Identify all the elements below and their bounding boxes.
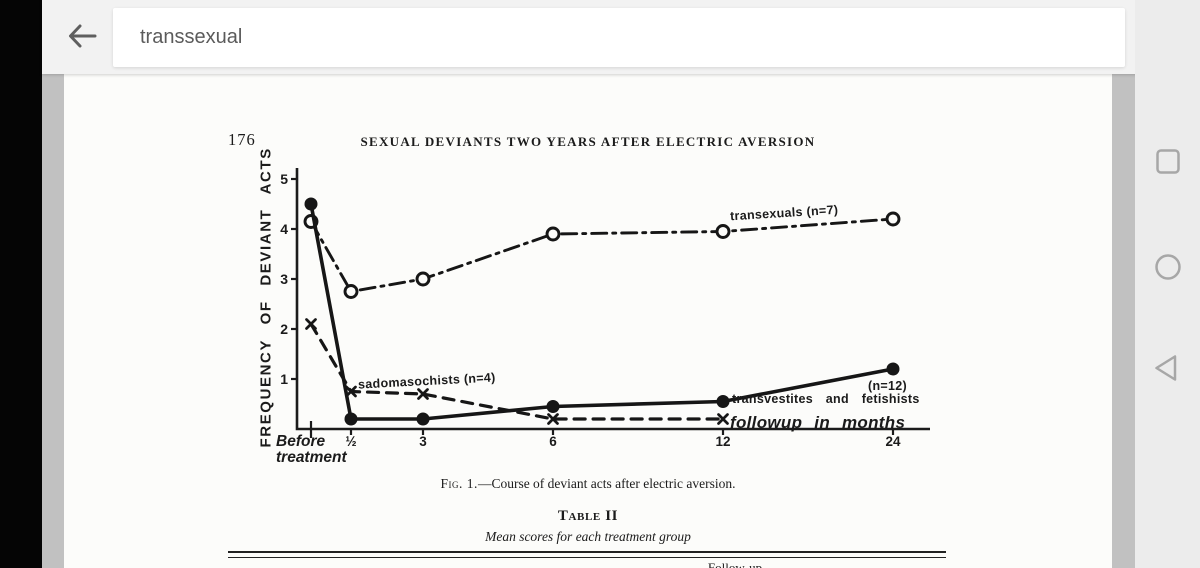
- svg-text:24: 24: [885, 434, 901, 449]
- svg-text:treatment: treatment: [276, 449, 347, 466]
- svg-text:Before: Before: [276, 433, 325, 450]
- back-arrow-icon: [64, 24, 100, 56]
- search-input[interactable]: [113, 8, 1125, 67]
- series-transexuals: [303, 211, 901, 299]
- svg-text:2: 2: [280, 321, 288, 337]
- table-label: Table II: [557, 508, 619, 524]
- figure-caption-text: —Course of deviant acts after electric a…: [477, 476, 736, 491]
- home-circle-icon: [1135, 252, 1200, 282]
- x-axis-annotation: followup in months: [730, 413, 906, 432]
- home-button[interactable]: [1135, 237, 1200, 297]
- letterbox-left: [0, 0, 42, 568]
- table-top-rule: [228, 551, 946, 558]
- android-navbar: [1135, 0, 1200, 568]
- table-subtitle: Mean scores for each treatment group: [485, 529, 691, 544]
- svg-text:12: 12: [715, 434, 730, 449]
- svg-text:½: ½: [345, 434, 356, 449]
- page-number: 176: [228, 130, 256, 149]
- search-box: [113, 8, 1125, 67]
- back-nav-button[interactable]: [1135, 338, 1200, 398]
- recents-square-icon: [1135, 147, 1200, 177]
- svg-text:1: 1: [280, 371, 288, 387]
- figure-caption: Fig. 1.—Course of deviant acts after ele…: [64, 476, 1112, 492]
- svg-text:4: 4: [280, 221, 288, 237]
- recents-button[interactable]: [1135, 132, 1200, 192]
- table-column-header-partial: Follow-up: [707, 560, 763, 568]
- series-transvestites-and-fetishists: [304, 197, 900, 426]
- back-triangle-icon: [1135, 353, 1200, 383]
- label-transvestites-series: transvestites and fetishists: [732, 392, 920, 406]
- series-sadomasochists: [305, 318, 729, 425]
- svg-text:3: 3: [419, 434, 427, 449]
- svg-text:3: 3: [280, 271, 288, 287]
- svg-text:6: 6: [549, 434, 557, 449]
- document-viewer[interactable]: 176 SEXUAL DEVIANTS TWO YEARS AFTER ELEC…: [42, 74, 1135, 568]
- y-axis-label: FREQUENCY OF DEVIANT ACTS: [257, 147, 275, 448]
- svg-text:5: 5: [280, 171, 288, 187]
- figure-caption-prefix: Fig. 1.: [440, 476, 478, 491]
- scanned-page: 176 SEXUAL DEVIANTS TWO YEARS AFTER ELEC…: [64, 74, 1112, 568]
- running-head: SEXUAL DEVIANTS TWO YEARS AFTER ELECTRIC…: [360, 134, 816, 149]
- search-toolbar: [42, 0, 1200, 74]
- label-transvestites-n: (n=12): [868, 379, 907, 393]
- back-button[interactable]: [62, 18, 102, 56]
